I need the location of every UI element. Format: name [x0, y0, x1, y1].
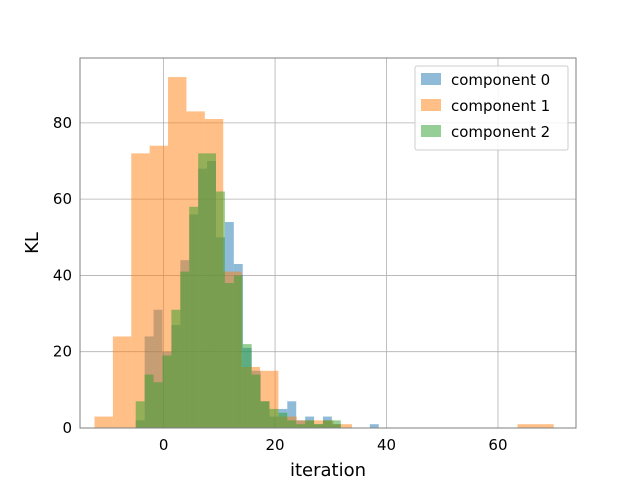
histogram-bar [224, 283, 234, 428]
x-tick-label: 40 [377, 436, 396, 454]
legend-label-component-2: component 2 [451, 123, 550, 141]
histogram-bar [131, 153, 150, 428]
x-tick-label: 60 [488, 436, 507, 454]
legend-box [414, 65, 569, 151]
y-tick-label: 80 [53, 114, 72, 132]
y-axis-ticks: 0 20 40 60 80 [53, 114, 72, 437]
histogram-bar [198, 153, 208, 428]
histogram-bar [287, 401, 297, 428]
histogram-bar [94, 416, 113, 428]
histogram-bar [369, 424, 379, 428]
histogram-bar [278, 412, 288, 428]
legend-swatch-component-0 [421, 73, 441, 85]
histogram-bar [517, 424, 554, 428]
histogram-bar [322, 420, 332, 428]
histogram-bar [331, 420, 341, 428]
histogram-bar [144, 374, 154, 428]
x-tick-label: 0 [159, 436, 169, 454]
histogram-bar [333, 424, 352, 428]
histogram-bar [314, 424, 323, 428]
histogram-bar [180, 271, 190, 428]
histogram-bar [189, 206, 199, 428]
series-component-2 [135, 153, 341, 428]
histogram-bar [207, 153, 216, 428]
legend: component 0 component 1 component 2 [414, 65, 569, 151]
legend-label-component-0: component 0 [451, 71, 550, 89]
legend-swatch-component-2 [421, 125, 441, 137]
y-tick-label: 60 [53, 190, 72, 208]
histogram-bar [251, 374, 261, 428]
histogram-bar [215, 191, 225, 428]
legend-swatch-component-1 [421, 99, 441, 111]
histogram-bar [135, 401, 145, 428]
histogram-bar [296, 424, 306, 428]
histogram-bar [287, 420, 297, 428]
histogram-bar [233, 275, 243, 428]
histogram-bar [171, 309, 181, 428]
histogram-bar [305, 420, 315, 428]
y-tick-label: 40 [53, 266, 72, 284]
histogram-bar [269, 408, 279, 428]
y-tick-label: 20 [53, 343, 72, 361]
histogram-bars [94, 77, 554, 428]
plot-frame [79, 57, 577, 429]
histogram-bar [153, 382, 163, 428]
x-axis-label: iteration [290, 460, 366, 480]
histogram-bar [112, 336, 132, 428]
histogram-bar [162, 355, 172, 428]
x-tick-label: 20 [266, 436, 285, 454]
x-axis-ticks: 0 20 40 60 [159, 436, 508, 454]
y-tick-label: 0 [62, 419, 72, 437]
legend-label-component-1: component 1 [451, 97, 550, 115]
histogram-bar [242, 344, 252, 428]
histogram-bar [260, 401, 270, 428]
y-axis-label: KL [22, 232, 43, 254]
